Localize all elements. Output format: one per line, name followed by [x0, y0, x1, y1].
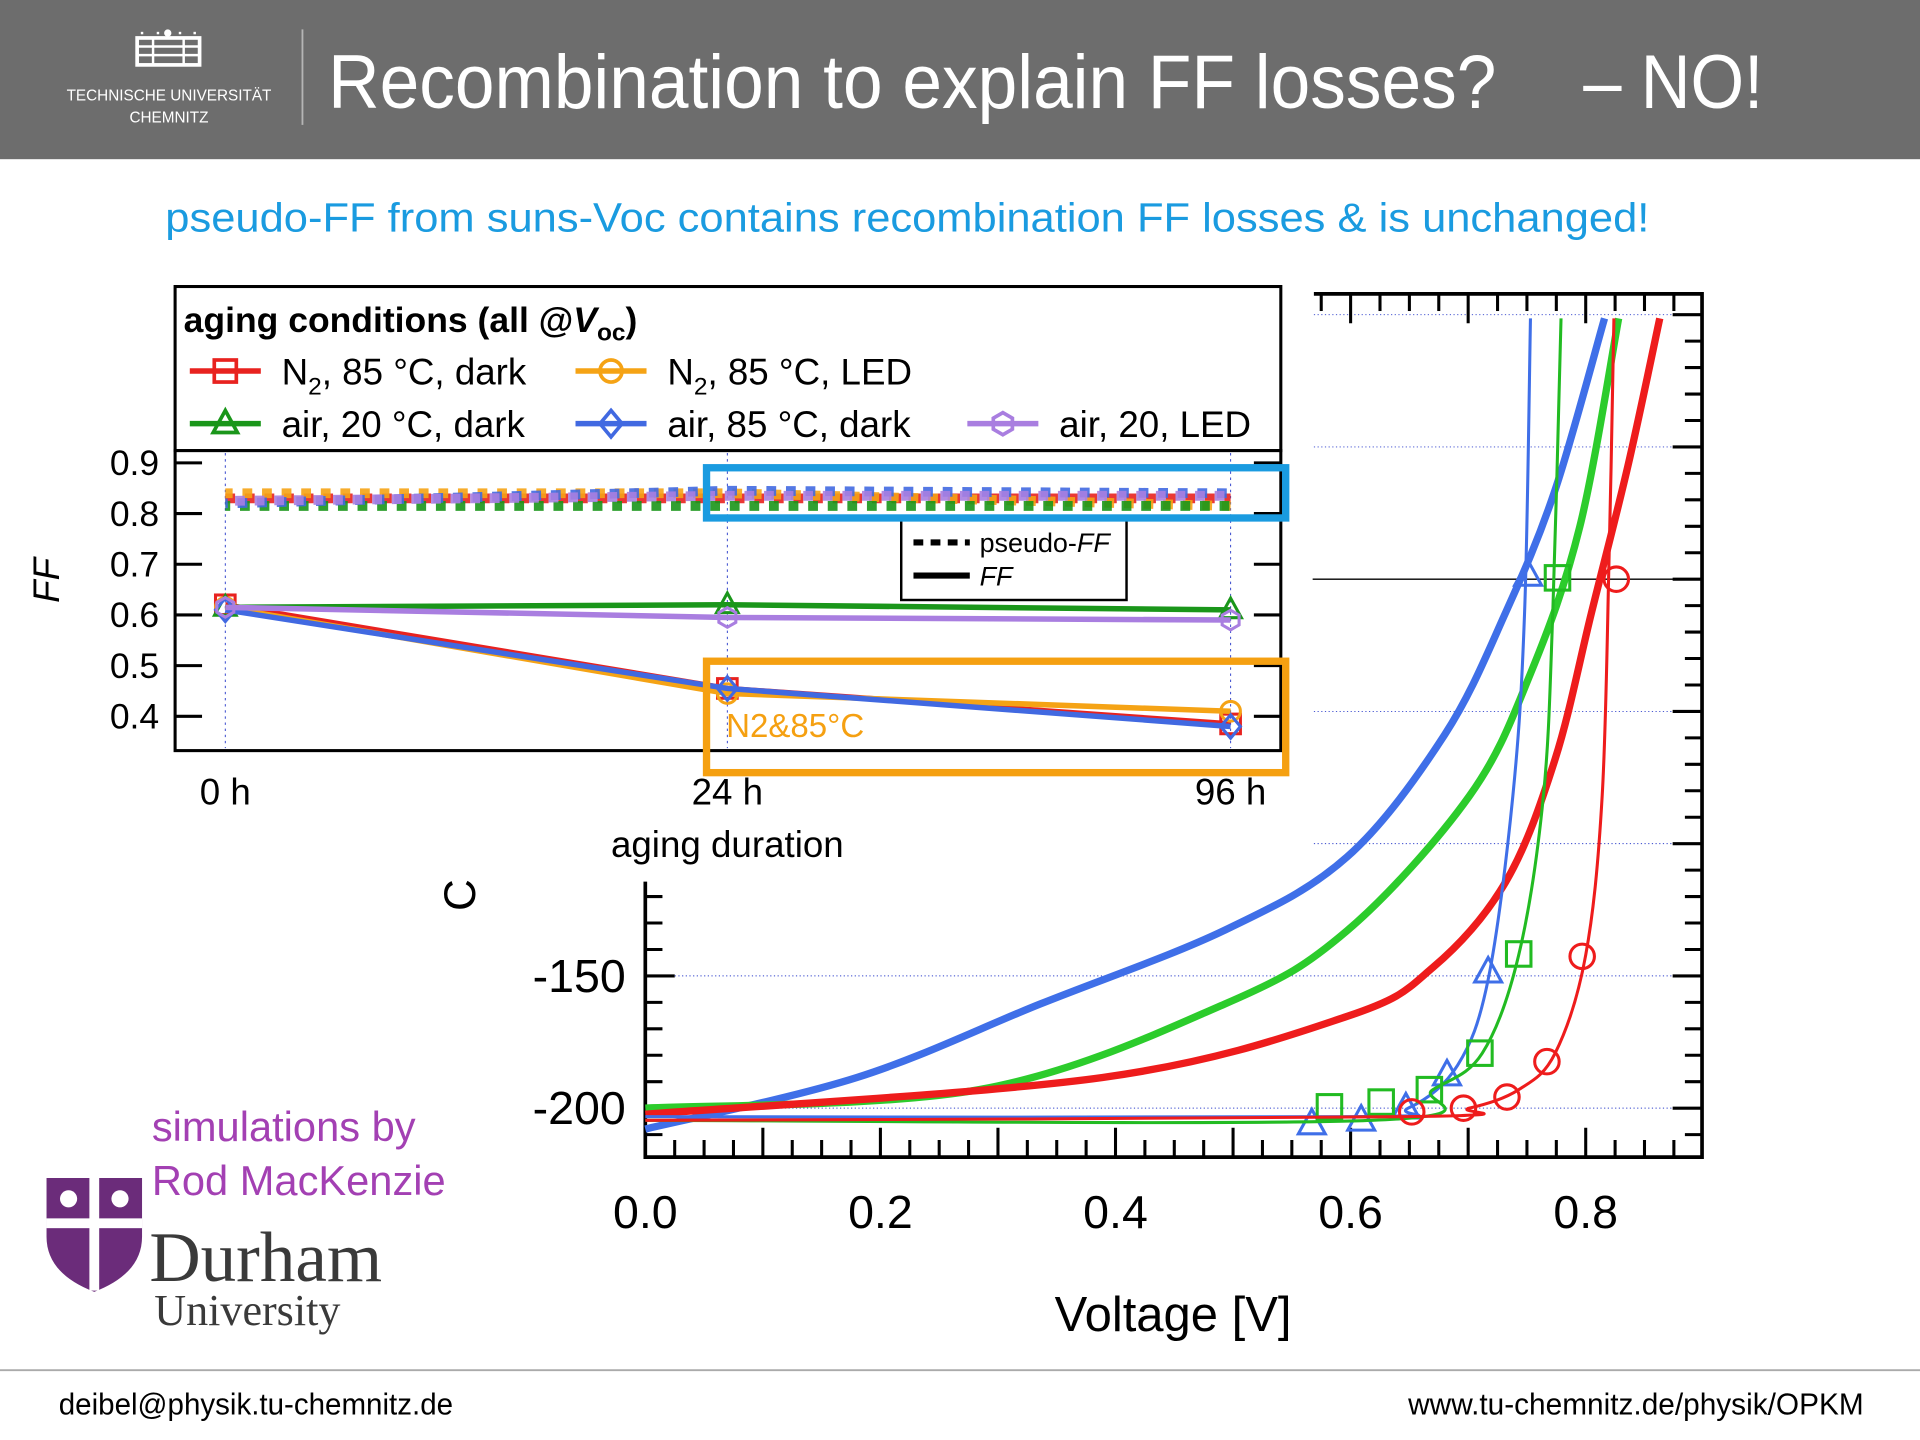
legend-label-main: N — [667, 351, 694, 392]
jv-curve — [645, 317, 1664, 1118]
y-tick-label: 0.7 — [110, 544, 159, 584]
square-marker — [212, 358, 239, 384]
hexagon-marker — [717, 605, 738, 630]
diamond-marker — [597, 407, 625, 440]
legend-label: N2, 85 °C, LED — [667, 351, 912, 400]
jv-curve — [645, 318, 1616, 1122]
building-icon — [135, 29, 202, 67]
diamond-marker — [715, 674, 740, 703]
y-tick-label: 0.6 — [110, 595, 159, 635]
x-tick-label: 24 h — [692, 771, 763, 812]
x-axis-label: aging duration — [611, 824, 844, 865]
y-tick-label: -200 — [533, 1082, 626, 1134]
highlight-label: N2&85°C — [726, 708, 864, 745]
triangle-marker — [1512, 557, 1545, 587]
triangle-marker — [210, 406, 241, 435]
x-tick-label: 0.6 — [1318, 1186, 1383, 1238]
y-tick-label: 0.5 — [110, 646, 159, 686]
legend-label: air, 20, LED — [1059, 404, 1251, 445]
durham-wordmark: Durham — [149, 1219, 382, 1297]
y-tick-label: 0.9 — [110, 443, 159, 483]
y-tick-label: 0.4 — [110, 697, 159, 737]
style-legend-box — [900, 515, 1128, 602]
legend-label-main: air, 20 °C, dark — [282, 404, 526, 445]
university-name-line2: CHEMNITZ — [129, 109, 208, 126]
circle-marker — [1449, 1094, 1478, 1122]
header-bar — [0, 0, 1920, 160]
legend-label: N2, 85 °C, dark — [282, 351, 527, 400]
jv-chart: 0.0 0.2 0.4 0.6 0.8 -150 -200 Voltage [V] C — [436, 292, 1704, 1342]
plot-frame — [643, 292, 1704, 1159]
square-marker — [1315, 1093, 1344, 1121]
pseudo-ff-line — [225, 490, 1231, 506]
legend-box — [173, 285, 1283, 453]
square-marker — [1466, 1039, 1494, 1067]
footer-url[interactable]: www.tu-chemnitz.de/physik/OPKM — [1407, 1387, 1863, 1421]
triangle-marker — [1472, 954, 1505, 984]
jv-curve — [644, 317, 1609, 1133]
legend-label-main: N — [282, 351, 309, 392]
hexagon-marker — [1220, 608, 1241, 632]
footer-email[interactable]: deibel@physik.tu-chemnitz.de — [59, 1387, 453, 1421]
diamond-marker — [1218, 712, 1243, 741]
legend-label-main: air, 20, LED — [1059, 404, 1251, 445]
tu-chemnitz-logo: TECHNISCHE UNIVERSITÄT CHEMNITZ — [67, 29, 272, 126]
circle-marker — [716, 682, 739, 705]
circle-marker — [1219, 699, 1242, 723]
legend-label-sub: 2 — [308, 373, 322, 400]
square-marker — [1367, 1088, 1395, 1116]
subtitle: pseudo-FF from suns-Voc contains recombi… — [165, 194, 1649, 240]
durham-university-logo: Durham University — [46, 1177, 382, 1335]
ff-line — [225, 604, 1231, 623]
y-axis-label: C — [436, 879, 485, 911]
y-axis-label: FF — [26, 555, 67, 602]
legend-label: air, 85 °C, dark — [667, 404, 911, 445]
highlight-n2-85c-box — [702, 657, 1290, 777]
circle-marker — [598, 358, 624, 384]
hexagon-marker — [215, 595, 236, 619]
circle-marker — [1568, 942, 1596, 971]
ff-line — [224, 607, 1231, 730]
triangle-marker — [713, 589, 741, 615]
x-axis-label: Voltage [V] — [1055, 1288, 1292, 1342]
x-tick-label: 0.4 — [1083, 1186, 1148, 1238]
legend-label-rest: , 85 °C, dark — [322, 351, 527, 392]
highlight-pseudo-ff-box — [702, 464, 1290, 522]
ff-line — [225, 602, 1231, 613]
legend-label-main: air, 85 °C, dark — [667, 404, 911, 445]
style-legend-ff: FF — [980, 561, 1014, 591]
circle-marker — [1602, 565, 1631, 593]
y-tick-label: -150 — [533, 950, 626, 1002]
circle-marker — [1533, 1047, 1561, 1076]
square-marker — [1504, 940, 1533, 968]
credit-line1: simulations by — [152, 1103, 416, 1150]
university-name-line1: TECHNISCHE UNIVERSITÄT — [67, 87, 272, 104]
credit-line2: Rod MacKenzie — [152, 1157, 446, 1204]
title-answer: – NO! — [1583, 40, 1763, 125]
triangle-marker — [1430, 1057, 1464, 1087]
page-title: Recombination to explain FF losses? — [328, 40, 1496, 125]
x-tick-label: 0.2 — [848, 1186, 913, 1238]
legend-title: aging conditions (all @Voc) — [184, 300, 638, 347]
x-tick-label: 0.8 — [1553, 1186, 1618, 1238]
hexagon-marker — [991, 410, 1015, 437]
circle-marker — [1493, 1083, 1521, 1111]
square-marker — [1415, 1075, 1444, 1104]
legend-label-rest: , 85 °C, LED — [707, 351, 911, 392]
ff-aging-chart: aging conditions (all @Voc) N2, 85 °C, d… — [26, 285, 1290, 865]
legend-label-sub: 2 — [694, 373, 708, 400]
x-tick-label: 0 h — [200, 771, 251, 812]
square-marker — [1543, 564, 1572, 592]
legend-label: air, 20 °C, dark — [282, 404, 526, 445]
circle-marker — [1397, 1098, 1426, 1126]
durham-subwordmark: University — [154, 1286, 340, 1335]
style-legend-pseudo-ff: pseudo-FF — [980, 528, 1112, 558]
x-tick-label: 96 h — [1195, 771, 1266, 812]
y-tick-label: 0.8 — [110, 494, 159, 534]
x-tick-label: 0.0 — [613, 1186, 678, 1238]
